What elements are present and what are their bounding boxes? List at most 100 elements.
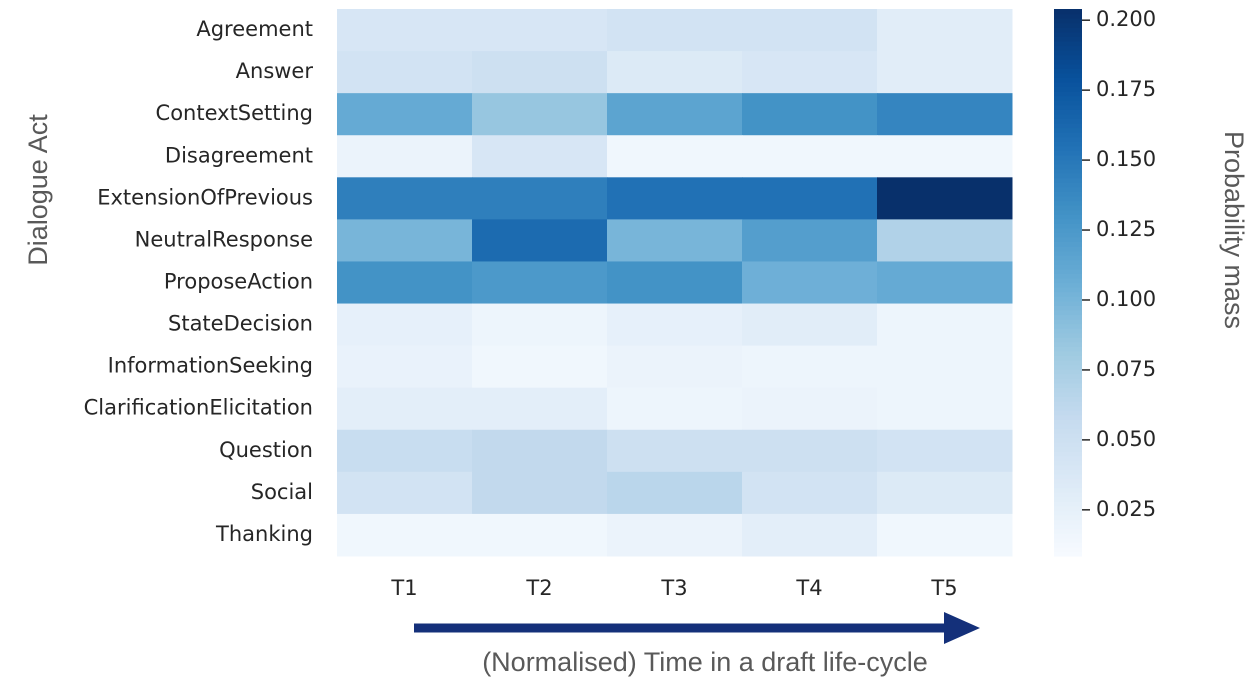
colorbar-segment: [1054, 182, 1082, 188]
colorbar-segment: [1054, 382, 1082, 388]
y-tick-label: StateDecision: [168, 312, 313, 336]
colorbar-title: Probability mass: [1219, 131, 1249, 329]
x-tick-label: T1: [390, 576, 417, 600]
heatmap-cell: [472, 387, 608, 431]
heatmap-cell: [607, 9, 743, 52]
y-tick-label: Disagreement: [165, 143, 313, 167]
y-tick-label: Social: [251, 480, 313, 504]
heatmap-cell: [607, 303, 743, 347]
colorbar-segment: [1054, 40, 1082, 47]
x-tick-label: T5: [930, 576, 957, 600]
colorbar-segment: [1054, 546, 1082, 553]
heatmap-cell: [472, 93, 608, 136]
colorbar-segment: [1054, 496, 1082, 502]
colorbar-segment: [1054, 259, 1082, 265]
heatmap-cell: [337, 471, 473, 515]
colorbar-tick-label: 0.100: [1096, 287, 1156, 311]
colorbar-segment: [1054, 150, 1082, 156]
colorbar-segment: [1054, 528, 1082, 534]
heatmap-cell: [472, 303, 608, 347]
heatmap-cell: [472, 9, 608, 52]
colorbar-segment: [1054, 505, 1082, 512]
heatmap-cell: [607, 345, 743, 389]
colorbar-segment: [1054, 337, 1082, 343]
y-tick-label: Answer: [236, 59, 314, 83]
colorbar-segment: [1054, 478, 1082, 484]
colorbar-segment: [1054, 163, 1082, 170]
heatmap-cell: [472, 513, 608, 557]
colorbar-segment: [1054, 159, 1082, 165]
colorbar-segment: [1054, 72, 1082, 78]
heatmap-cell: [337, 513, 473, 557]
heatmap-cell: [877, 261, 1013, 305]
colorbar-segment: [1054, 542, 1082, 548]
heatmap-cell: [877, 387, 1013, 431]
x-tick-label: T2: [525, 576, 552, 600]
heatmap-cell: [742, 177, 878, 220]
colorbar-segment: [1054, 519, 1082, 525]
colorbar-segment: [1054, 432, 1082, 439]
colorbar-segment: [1054, 173, 1082, 179]
colorbar-segment: [1054, 127, 1082, 133]
colorbar-segment: [1054, 104, 1082, 110]
colorbar-segment: [1054, 250, 1082, 256]
heatmap-cell: [877, 9, 1013, 52]
heatmap-cell: [472, 51, 608, 94]
colorbar-segment: [1054, 268, 1082, 274]
y-tick-label: ContextSetting: [156, 101, 313, 125]
colorbar-segment: [1054, 346, 1082, 352]
colorbar-segment: [1054, 22, 1082, 28]
colorbar-segment: [1054, 446, 1082, 452]
colorbar-segment: [1054, 91, 1082, 97]
colorbar-segment: [1054, 45, 1082, 51]
heatmap-cell: [337, 9, 473, 52]
colorbar-segment: [1054, 533, 1082, 539]
colorbar-segment: [1054, 396, 1082, 402]
colorbar-segment: [1054, 118, 1082, 124]
colorbar-segment: [1054, 405, 1082, 411]
colorbar-segment: [1054, 195, 1082, 202]
colorbar-segment: [1054, 59, 1082, 65]
colorbar-segment: [1054, 437, 1082, 443]
y-tick-label: Thanking: [215, 522, 313, 546]
colorbar-segment: [1054, 145, 1082, 151]
colorbar-segment: [1054, 414, 1082, 420]
x-tick-label: T4: [795, 576, 822, 600]
colorbar-segment: [1054, 460, 1082, 466]
colorbar-segment: [1054, 423, 1082, 429]
colorbar-segment: [1054, 54, 1082, 60]
heatmap-cell: [742, 429, 878, 473]
colorbar-segment: [1054, 273, 1082, 279]
colorbar-segment: [1054, 492, 1082, 498]
colorbar-segment: [1054, 122, 1082, 129]
heatmap-cell: [337, 219, 473, 262]
colorbar-segment: [1054, 487, 1082, 493]
colorbar-segment: [1054, 214, 1082, 220]
colorbar-segment: [1054, 551, 1082, 557]
heatmap-cell: [742, 261, 878, 305]
heatmap-cell: [337, 387, 473, 431]
colorbar-segment: [1054, 36, 1082, 42]
heatmap-cell: [742, 135, 878, 178]
colorbar-segment: [1054, 81, 1082, 88]
heatmap-cell: [337, 177, 473, 220]
colorbar-segment: [1054, 246, 1082, 252]
colorbar-segment: [1054, 50, 1082, 56]
colorbar-segment: [1054, 282, 1082, 288]
heatmap-cell: [877, 471, 1013, 515]
colorbar-segment: [1054, 524, 1082, 530]
heatmap-cell: [877, 303, 1013, 347]
heatmap-cell: [877, 345, 1013, 389]
colorbar-tick-label: 0.125: [1096, 217, 1156, 241]
colorbar-segment: [1054, 350, 1082, 357]
colorbar-segment: [1054, 514, 1082, 521]
colorbar-tick-label: 0.050: [1096, 427, 1156, 451]
colorbar-segment: [1054, 9, 1082, 15]
colorbar-segment: [1054, 401, 1082, 407]
colorbar-segment: [1054, 141, 1082, 147]
colorbar-tick-label: 0.200: [1096, 7, 1156, 31]
colorbar-segment: [1054, 300, 1082, 306]
heatmap-cell: [877, 219, 1013, 262]
colorbar-segment: [1054, 109, 1082, 115]
heatmap-cell: [742, 387, 878, 431]
